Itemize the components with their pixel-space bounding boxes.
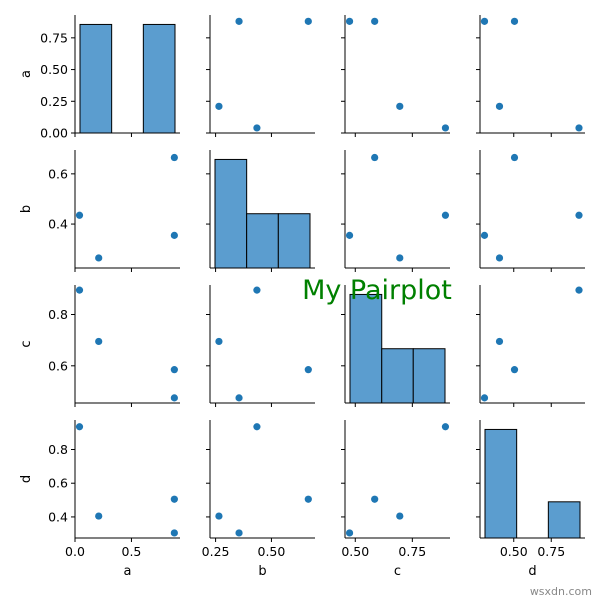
hist-bar-b-0 [214,158,248,269]
x-tick-label-a: 0.5 [122,544,142,559]
x-tick-label-b: 0.50 [258,544,286,559]
scatter-point-c-a-1 [95,337,103,346]
scatter-point-c-d-0 [575,286,583,294]
scatter-point-b-d-3 [510,153,519,162]
scatter-point-a-d-1 [495,102,504,110]
scatter-point-a-b-1 [215,102,223,110]
y-tick-label-c: 0.6 [48,358,68,373]
scatter-point-a-d-2 [480,17,489,25]
scatter-point-a-c-1 [396,102,404,110]
scatter-point-d-a-1 [95,512,103,520]
y-tick-label-a: 0.50 [40,62,68,77]
scatter-point-d-a-0 [75,423,84,431]
y-axis-label-c: c [19,340,34,347]
scatter-point-d-c-2 [345,529,354,537]
x-tick-label-d: 0.50 [500,544,528,559]
scatter-point-c-d-1 [495,337,504,346]
hist-bar-c-1 [381,348,414,404]
scatter-point-d-b-3 [304,495,312,503]
chart-title: My Pairplot [302,275,452,306]
hist-bar-a-2 [142,23,176,134]
hist-bar-b-1 [246,213,279,269]
scatter-point-b-c-0 [441,211,450,219]
hist-bar-c-2 [412,348,446,404]
scatter-point-b-a-1 [95,254,103,262]
scatter-point-d-b-1 [215,512,223,520]
scatter-point-b-a-3 [170,153,178,162]
watermark: wsxdn.com [529,585,592,598]
x-tick-label-c: 0.75 [398,544,426,559]
x-axis-label-b: b [258,564,266,579]
y-tick-label-c: 0.8 [48,307,68,322]
scatter-point-c-b-1 [215,337,223,346]
x-tick-label-d: 0.75 [537,544,565,559]
scatter-point-d-b-2 [235,529,243,537]
y-tick-label-d: 0.8 [48,442,68,457]
y-axis-label-d: d [19,475,34,483]
scatter-point-c-a-3 [170,366,178,374]
x-tick-label-c: 0.50 [341,544,369,559]
y-tick-label-d: 0.4 [48,509,68,524]
y-tick-label-b: 0.6 [48,166,68,181]
hist-bar-c-0 [349,293,383,404]
y-tick-label-a: 0.25 [40,94,68,109]
scatter-point-a-c-3 [371,17,379,25]
scatter-point-b-d-0 [575,211,583,219]
scatter-point-c-d-3 [510,366,519,374]
scatter-point-d-b-0 [253,423,261,431]
x-tick-label-a: 0.0 [65,544,85,559]
y-tick-label-a: 0.75 [40,30,68,45]
scatter-point-b-c-3 [371,153,379,162]
hist-bar-d-0 [484,428,518,539]
scatter-point-a-d-0 [575,124,583,132]
scatter-point-b-c-1 [396,254,404,262]
y-tick-label-b: 0.4 [48,217,68,232]
scatter-point-a-b-3 [304,17,312,25]
y-axis-label-a: a [19,70,34,78]
scatter-point-c-a-2 [170,394,178,402]
scatter-point-b-c-2 [345,231,354,239]
scatter-point-c-d-2 [480,394,489,402]
y-tick-label-a: 0.00 [40,126,68,141]
scatter-point-a-b-2 [235,17,243,25]
scatter-point-a-c-2 [345,17,354,25]
scatter-point-c-a-0 [75,286,84,294]
x-axis-label-a: a [124,564,132,579]
scatter-point-b-d-1 [495,254,504,262]
hist-bar-d-2 [547,501,581,539]
scatter-point-d-a-3 [170,495,178,503]
hist-bar-a-0 [79,23,113,134]
x-axis-label-c: c [394,564,401,579]
scatter-point-b-a-0 [75,211,84,219]
scatter-point-a-c-0 [441,124,450,132]
scatter-point-d-a-2 [170,529,178,537]
scatter-point-a-d-3 [510,17,519,25]
y-axis-label-b: b [19,205,34,213]
scatter-point-d-c-1 [396,512,404,520]
y-tick-label-d: 0.6 [48,476,68,491]
scatter-point-c-b-0 [253,286,261,294]
x-axis-label-d: d [528,564,536,579]
scatter-point-d-c-3 [371,495,379,503]
scatter-point-c-b-3 [304,366,312,374]
scatter-point-d-c-0 [441,423,450,431]
scatter-point-b-a-2 [170,231,178,239]
scatter-point-a-b-0 [253,124,261,132]
scatter-point-b-d-2 [480,231,489,239]
scatter-point-c-b-2 [235,394,243,402]
hist-bar-b-2 [277,213,311,269]
x-tick-label-b: 0.25 [202,544,230,559]
